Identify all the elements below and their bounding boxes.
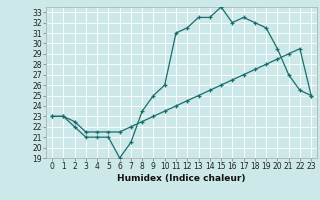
X-axis label: Humidex (Indice chaleur): Humidex (Indice chaleur) — [117, 174, 246, 183]
